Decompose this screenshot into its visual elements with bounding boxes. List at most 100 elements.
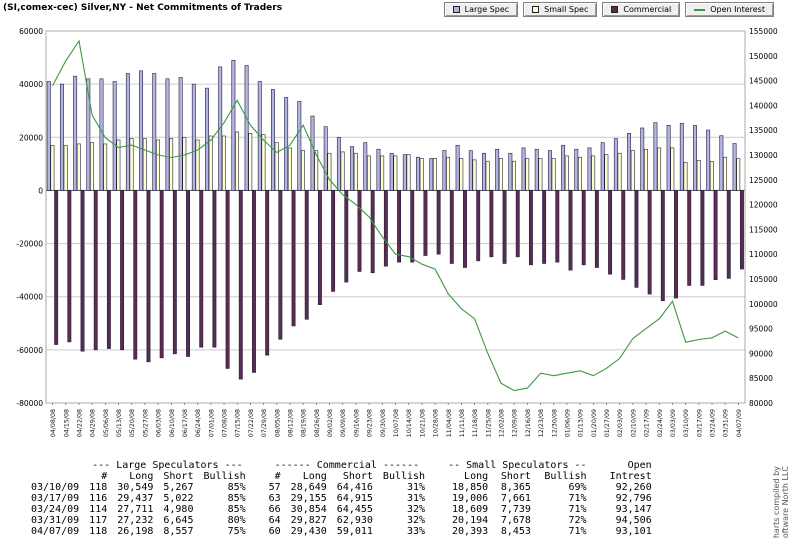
- table-cell-value: 85%: [227, 504, 246, 515]
- legend-label: Large Spec: [464, 5, 510, 14]
- table-cell-value: 93,101: [615, 526, 652, 537]
- svg-text:12/23/08: 12/23/08: [538, 409, 545, 437]
- table-cell-date: 03/31/09: [31, 515, 80, 526]
- table-cell-value: 5,267: [163, 482, 194, 493]
- legend-box-swatch: [611, 6, 619, 13]
- svg-text:06/17/08: 06/17/08: [182, 409, 189, 437]
- table-cell-value: 18,609: [452, 504, 489, 515]
- table-cell-value: 64,416: [336, 482, 373, 493]
- svg-text:60000: 60000: [19, 27, 43, 36]
- svg-text:-40000: -40000: [16, 293, 43, 302]
- table-cell-date: 03/24/09: [31, 504, 80, 515]
- svg-text:155000: 155000: [749, 27, 778, 36]
- svg-text:04/08/08: 04/08/08: [50, 409, 57, 437]
- table-cell-value: 59,011: [336, 526, 373, 537]
- svg-text:04/07/09: 04/07/09: [736, 409, 743, 437]
- table-cell-value: 63: [268, 493, 281, 504]
- svg-text:145000: 145000: [749, 77, 778, 86]
- table-cell-value: 28,649: [290, 482, 327, 493]
- svg-text:11/11/08: 11/11/08: [459, 409, 466, 437]
- table-cell-date: 03/10/09: [31, 482, 80, 493]
- svg-text:05/13/08: 05/13/08: [116, 409, 123, 437]
- cot-data-table: --- Large Speculators --- ------ Commerci…: [26, 460, 657, 537]
- svg-text:95000: 95000: [749, 325, 773, 334]
- legend-item-open-interest[interactable]: Open Interest: [685, 2, 774, 17]
- svg-text:140000: 140000: [749, 101, 778, 110]
- table-cell-value: 32%: [407, 504, 426, 515]
- svg-text:85000: 85000: [749, 374, 773, 383]
- legend-item-large-spec[interactable]: Large Spec: [443, 2, 519, 17]
- svg-text:02/10/09: 02/10/09: [630, 409, 637, 437]
- legend-item-small-spec[interactable]: Small Spec: [523, 2, 598, 17]
- table-column-header: Short: [342, 471, 373, 482]
- bars-small-spec: [50, 131, 741, 191]
- table-cell-date: 03/17/09: [31, 493, 80, 504]
- svg-text:10/28/08: 10/28/08: [433, 409, 440, 437]
- table-group-header: ------ Commercial ------: [274, 460, 420, 471]
- svg-text:12/02/08: 12/02/08: [499, 409, 506, 437]
- svg-text:01/20/09: 01/20/09: [591, 409, 598, 437]
- svg-text:05/20/08: 05/20/08: [129, 409, 136, 437]
- svg-text:06/24/08: 06/24/08: [195, 409, 202, 437]
- table-column-header: Bullish: [382, 471, 426, 482]
- svg-text:02/03/09: 02/03/09: [617, 409, 624, 437]
- bars-commercial: [54, 190, 744, 380]
- table-cell-value: 5,022: [163, 493, 194, 504]
- table-cell-value: 60: [268, 526, 281, 537]
- legend-label: Small Spec: [544, 5, 589, 14]
- table-column-header: Long: [129, 471, 154, 482]
- svg-text:-20000: -20000: [16, 240, 43, 249]
- legend-item-commercial[interactable]: Commercial: [602, 2, 681, 17]
- legend-line-swatch: [694, 8, 706, 11]
- svg-text:120000: 120000: [749, 201, 778, 210]
- svg-text:05/06/08: 05/06/08: [103, 409, 110, 437]
- svg-text:06/10/08: 06/10/08: [169, 409, 176, 437]
- svg-text:07/15/08: 07/15/08: [235, 409, 242, 437]
- svg-text:08/19/08: 08/19/08: [301, 409, 308, 437]
- svg-text:02/17/09: 02/17/09: [644, 409, 651, 437]
- svg-text:02/24/09: 02/24/09: [657, 409, 664, 437]
- table-column-header: #: [274, 471, 281, 482]
- table-cell-value: 85%: [227, 493, 246, 504]
- table-cell-value: 117: [89, 515, 108, 526]
- svg-text:08/26/08: 08/26/08: [314, 409, 321, 437]
- svg-text:04/15/08: 04/15/08: [63, 409, 70, 437]
- table-cell-value: 114: [89, 504, 108, 515]
- svg-text:100000: 100000: [749, 300, 778, 309]
- table-column-header: #: [101, 471, 108, 482]
- svg-text:90000: 90000: [749, 349, 773, 358]
- table-cell-value: 19,006: [452, 493, 489, 504]
- table-cell-value: 8,453: [500, 526, 531, 537]
- table-cell-value: 29,430: [290, 526, 327, 537]
- table-cell-value: 57: [268, 482, 281, 493]
- table-cell-value: 75%: [227, 526, 246, 537]
- svg-text:0: 0: [38, 186, 43, 195]
- chart-title: (SI,comex-cec) Silver,NY - Net Commitmen…: [3, 3, 283, 13]
- table-group-header: --- Large Speculators ---: [92, 460, 243, 471]
- svg-text:10/07/08: 10/07/08: [393, 409, 400, 437]
- table-cell-value: 31%: [407, 493, 426, 504]
- chart-area: 60000 40000 20000 0 -20000 -40000 -60000 -80000…: [0, 17, 790, 463]
- table-cell-value: 7,661: [500, 493, 531, 504]
- svg-text:03/10/09: 03/10/09: [683, 409, 690, 437]
- svg-text:135000: 135000: [749, 126, 778, 135]
- svg-text:11/18/08: 11/18/08: [472, 409, 479, 437]
- table-cell-value: 29,827: [290, 515, 327, 526]
- table-cell-value: 26,198: [117, 526, 154, 537]
- svg-text:08/05/08: 08/05/08: [274, 409, 281, 437]
- table-cell-value: 64,455: [336, 504, 373, 515]
- svg-text:105000: 105000: [749, 275, 778, 284]
- svg-text:09/02/08: 09/02/08: [327, 409, 334, 437]
- svg-text:12/16/08: 12/16/08: [525, 409, 532, 437]
- legend-label: Commercial: [623, 5, 672, 14]
- table-cell-value: 64: [268, 515, 281, 526]
- table-column-header: Short: [163, 471, 194, 482]
- table-cell-value: 71%: [568, 504, 587, 515]
- table-cell-value: 6,645: [163, 515, 194, 526]
- svg-text:20000: 20000: [19, 133, 43, 142]
- svg-text:09/30/08: 09/30/08: [380, 409, 387, 437]
- legend-label: Open Interest: [710, 5, 765, 14]
- svg-text:130000: 130000: [749, 151, 778, 160]
- table-cell-value: 118: [89, 482, 108, 493]
